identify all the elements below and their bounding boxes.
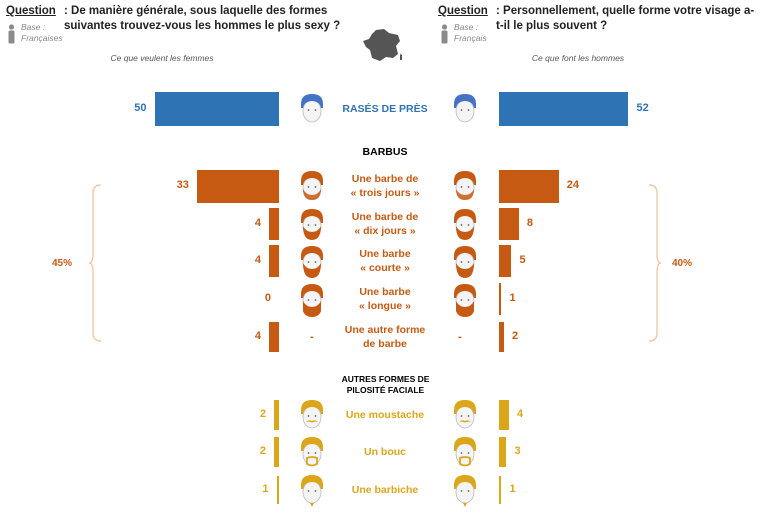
bar-right bbox=[499, 476, 502, 504]
category-label-line: RASÉS DE PRÈS bbox=[342, 103, 428, 115]
chin-beard-icon-right bbox=[454, 475, 476, 507]
person-icon bbox=[441, 24, 448, 44]
bar-left bbox=[154, 92, 279, 126]
bar-left bbox=[269, 322, 279, 352]
stubble-beard-icon-left bbox=[301, 171, 323, 200]
bar-left bbox=[274, 437, 279, 467]
right-question: Question : Personnellement, quelle forme… bbox=[438, 4, 763, 32]
dash-right: - bbox=[458, 331, 462, 343]
bar-right bbox=[499, 92, 629, 126]
category-label: Une barbe de « trois jours » bbox=[325, 172, 445, 200]
category-label-line: de barbe bbox=[363, 338, 407, 350]
category-label-line: Une barbe de bbox=[351, 211, 419, 223]
category-label: Un bouc bbox=[325, 445, 445, 459]
category-label-line: « dix jours » bbox=[354, 225, 416, 237]
value-right: 4 bbox=[516, 408, 524, 420]
value-left: 2 bbox=[259, 408, 267, 420]
france-map-icon bbox=[363, 29, 402, 61]
value-left: 4 bbox=[254, 330, 262, 342]
bar-right bbox=[499, 245, 512, 277]
category-label-line: « longue » bbox=[359, 300, 411, 312]
stubble-beard-icon-right bbox=[454, 171, 476, 200]
bar-left bbox=[274, 400, 279, 430]
right-brace-percentage: 40% bbox=[672, 258, 693, 269]
short-beard-icon-right bbox=[454, 246, 476, 278]
category-label-line: Une barbe bbox=[359, 248, 411, 260]
left-base-value: Françaises bbox=[21, 33, 63, 43]
right-question-label: Question bbox=[438, 5, 488, 17]
value-right: 1 bbox=[509, 483, 516, 495]
value-left: 2 bbox=[259, 445, 267, 457]
value-left: 4 bbox=[254, 217, 262, 229]
left-subtitle: Ce que veulent les femmes bbox=[110, 53, 214, 63]
value-left: 1 bbox=[262, 483, 269, 495]
goatee-icon-left bbox=[301, 437, 323, 467]
value-right: 2 bbox=[511, 330, 519, 342]
category-label-line: Une autre forme bbox=[344, 324, 426, 336]
goatee-icon-right bbox=[454, 437, 476, 467]
category-label-line: Un bouc bbox=[364, 446, 406, 458]
category-label: Une autre forme de barbe bbox=[325, 323, 445, 351]
value-right: 1 bbox=[509, 292, 516, 304]
mustache-icon-right bbox=[454, 400, 476, 429]
shaved-face-icon-left bbox=[301, 94, 323, 123]
value-right: 5 bbox=[519, 254, 526, 266]
bar-right bbox=[499, 400, 509, 430]
left-question-text: : De manière générale, sous laquelle des… bbox=[64, 5, 341, 32]
person-icon bbox=[8, 24, 15, 44]
category-label: Une barbe de « dix jours » bbox=[325, 210, 445, 238]
right-brace bbox=[648, 184, 662, 342]
value-left: 33 bbox=[176, 179, 189, 191]
value-left: 50 bbox=[134, 102, 147, 114]
bar-left bbox=[269, 245, 279, 277]
category-label: Une barbe « courte » bbox=[325, 247, 445, 275]
long-beard-icon-left bbox=[301, 284, 323, 317]
short-beard-icon-left bbox=[301, 246, 323, 278]
dash-left: - bbox=[310, 331, 314, 343]
value-left: 0 bbox=[264, 292, 271, 304]
chin-beard-icon-left bbox=[301, 475, 323, 507]
right-subtitle: Ce que font les hommes bbox=[531, 53, 625, 63]
left-base: Base : Françaises bbox=[21, 22, 63, 44]
category-label: Une moustache bbox=[325, 408, 445, 422]
bar-right bbox=[499, 437, 507, 467]
mustache-icon-left bbox=[301, 400, 323, 429]
section-barbus: BARBUS bbox=[362, 146, 408, 158]
value-right: 3 bbox=[514, 445, 521, 457]
bar-left bbox=[196, 169, 279, 203]
value-right: 8 bbox=[526, 217, 534, 229]
ten-day-beard-icon-left bbox=[301, 209, 323, 240]
long-beard-icon-right bbox=[454, 284, 476, 317]
right-base-value: Français bbox=[454, 33, 487, 43]
bar-left bbox=[269, 208, 279, 240]
category-label: Une barbiche bbox=[325, 483, 445, 497]
left-brace-percentage: 45% bbox=[52, 258, 73, 269]
category-label-line: « trois jours » bbox=[350, 187, 420, 199]
bar-left bbox=[276, 476, 279, 504]
bar-right bbox=[499, 208, 519, 240]
left-question: Question : De manière générale, sous laq… bbox=[6, 4, 356, 32]
bar-right bbox=[499, 169, 559, 203]
left-base-label: Base : bbox=[21, 22, 46, 32]
value-right: 24 bbox=[566, 179, 579, 191]
right-question-text: : Personnellement, quelle forme votre vi… bbox=[496, 5, 755, 32]
left-question-label: Question bbox=[6, 5, 56, 17]
right-base-label: Base : bbox=[454, 22, 479, 32]
category-label: RASÉS DE PRÈS bbox=[325, 102, 445, 116]
shaved-face-icon-right bbox=[454, 94, 476, 123]
bar-right bbox=[499, 322, 504, 352]
section-autres: AUTRES FORMES DE PILOSITÉ FACIALE bbox=[341, 374, 430, 395]
value-right: 52 bbox=[636, 102, 649, 114]
value-left: 4 bbox=[254, 254, 262, 266]
category-label-line: Une barbe de bbox=[351, 173, 419, 185]
category-label: Une barbe « longue » bbox=[325, 285, 445, 313]
bar-right bbox=[499, 283, 502, 315]
category-label-line: Une barbiche bbox=[351, 484, 419, 496]
left-brace bbox=[88, 184, 102, 342]
category-label-line: « courte » bbox=[360, 262, 410, 274]
right-base: Base : Français bbox=[454, 22, 487, 44]
category-label-line: Une barbe bbox=[359, 286, 411, 298]
ten-day-beard-icon-right bbox=[454, 209, 476, 240]
category-label-line: Une moustache bbox=[345, 409, 425, 421]
